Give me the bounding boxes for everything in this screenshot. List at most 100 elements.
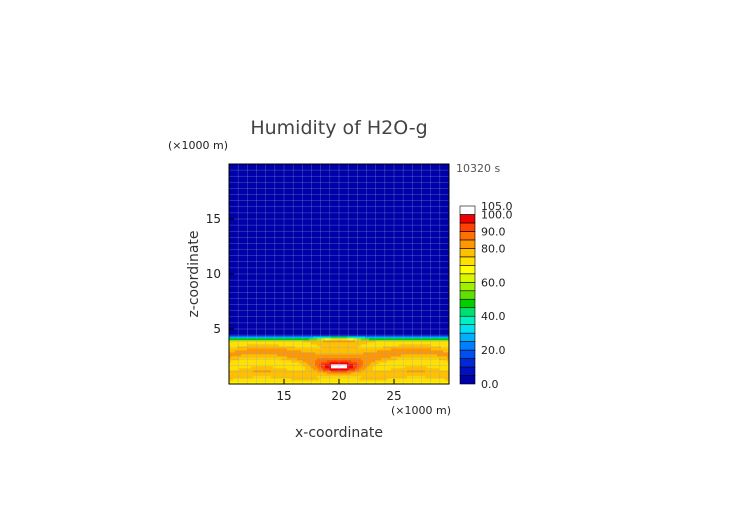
heatmap-cell xyxy=(405,360,408,363)
heatmap-cell xyxy=(423,382,426,385)
heatmap-cell xyxy=(327,304,330,307)
heatmap-cell xyxy=(263,362,266,365)
heatmap-cell xyxy=(421,320,424,323)
heatmap-cell xyxy=(263,300,266,303)
heatmap-cell xyxy=(275,300,278,303)
heatmap-cell xyxy=(375,378,378,381)
heatmap-cell xyxy=(445,364,448,367)
heatmap-cell xyxy=(345,304,348,307)
heatmap-cell xyxy=(265,344,268,347)
heatmap-cell xyxy=(351,316,354,319)
heatmap-cell xyxy=(295,298,298,301)
heatmap-cell xyxy=(359,296,362,299)
heatmap-cell xyxy=(287,380,290,383)
heatmap-cell xyxy=(441,302,444,305)
heatmap-cell xyxy=(275,324,278,327)
heatmap-cell xyxy=(291,302,294,305)
heatmap-cell xyxy=(289,314,292,317)
heatmap-cell xyxy=(427,360,430,363)
heatmap-cell xyxy=(327,356,330,359)
heatmap-cell xyxy=(257,318,260,321)
heatmap-cell xyxy=(357,378,360,381)
heatmap-cell xyxy=(383,326,386,329)
heatmap-cell xyxy=(307,378,310,381)
heatmap-cell xyxy=(291,304,294,307)
heatmap-cell xyxy=(431,316,434,319)
heatmap-cell xyxy=(275,350,278,353)
heatmap-cell xyxy=(351,310,354,313)
heatmap-cell xyxy=(243,380,246,383)
heatmap-cell xyxy=(325,344,328,347)
heatmap-cell xyxy=(249,302,252,305)
heatmap-cell xyxy=(271,300,274,303)
heatmap-cell xyxy=(445,378,448,381)
heatmap-cell xyxy=(293,314,296,317)
heatmap-cell xyxy=(247,360,250,363)
heatmap-cell xyxy=(387,344,390,347)
heatmap-cell xyxy=(353,348,356,351)
heatmap-cell xyxy=(247,300,250,303)
heatmap-cell xyxy=(257,382,260,385)
heatmap-cell xyxy=(447,352,450,355)
heatmap-cell xyxy=(417,296,420,299)
heatmap-cell xyxy=(413,318,416,321)
heatmap-cell xyxy=(425,382,428,385)
heatmap-cell xyxy=(409,338,412,341)
heatmap-cell xyxy=(335,336,338,339)
heatmap-cell xyxy=(429,316,432,319)
heatmap-cell xyxy=(435,338,438,341)
heatmap-cell xyxy=(397,304,400,307)
heatmap-cell xyxy=(321,382,324,385)
heatmap-cell xyxy=(319,296,322,299)
heatmap-cell xyxy=(401,324,404,327)
heatmap-cell xyxy=(401,366,404,369)
heatmap-cell xyxy=(287,348,290,351)
heatmap-cell xyxy=(231,366,234,369)
heatmap-cell xyxy=(235,330,238,333)
heatmap-cell xyxy=(279,308,282,311)
heatmap-cell xyxy=(371,342,374,345)
heatmap-cell xyxy=(361,330,364,333)
heatmap-cell xyxy=(357,336,360,339)
heatmap-cell xyxy=(239,358,242,361)
heatmap-cell xyxy=(419,298,422,301)
heatmap-cell xyxy=(273,298,276,301)
heatmap-cell xyxy=(381,310,384,313)
heatmap-cell xyxy=(447,360,450,363)
heatmap-cell xyxy=(343,378,346,381)
heatmap-cell xyxy=(369,348,372,351)
heatmap-cell xyxy=(327,368,330,371)
heatmap-cell xyxy=(317,292,320,295)
heatmap-cell xyxy=(423,374,426,377)
heatmap-cell xyxy=(297,368,300,371)
heatmap-cell xyxy=(437,368,440,371)
heatmap-cell xyxy=(377,366,380,369)
heatmap-cell xyxy=(315,294,318,297)
heatmap-cell xyxy=(267,380,270,383)
heatmap-cell xyxy=(297,312,300,315)
heatmap-cell xyxy=(407,372,410,375)
heatmap-cell xyxy=(357,296,360,299)
heatmap-cell xyxy=(307,344,310,347)
heatmap-cell xyxy=(275,338,278,341)
heatmap-cell xyxy=(423,366,426,369)
heatmap-cell xyxy=(311,318,314,321)
heatmap-cell xyxy=(269,320,272,323)
heatmap-cell xyxy=(261,312,264,315)
heatmap-cell xyxy=(251,310,254,313)
heatmap-cell xyxy=(269,338,272,341)
heatmap-cell xyxy=(331,342,334,345)
heatmap-cell xyxy=(333,360,336,363)
heatmap-cell xyxy=(361,382,364,385)
heatmap-cell xyxy=(249,298,252,301)
heatmap-cell xyxy=(319,324,322,327)
heatmap-cell xyxy=(243,342,246,345)
heatmap-cell xyxy=(257,324,260,327)
heatmap-cell xyxy=(257,366,260,369)
heatmap-cell xyxy=(353,344,356,347)
heatmap-cell xyxy=(387,358,390,361)
heatmap-cell xyxy=(285,356,288,359)
heatmap-cell xyxy=(353,336,356,339)
heatmap-cell xyxy=(409,306,412,309)
heatmap-cell xyxy=(313,378,316,381)
